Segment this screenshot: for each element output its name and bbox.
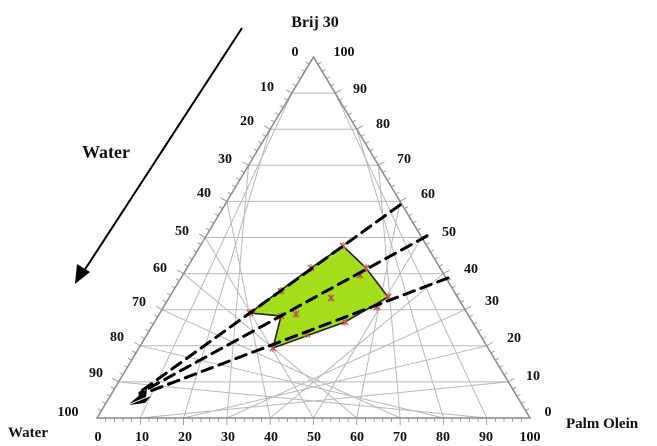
left-axis-tick-labels: 0 10 20 30 40 50 60 70 80 90 100 — [58, 45, 299, 420]
right-tick-label: 0 — [545, 405, 552, 420]
bottom-tick-label: 100 — [520, 430, 541, 445]
bottom-tick-label: 50 — [307, 430, 321, 445]
grid-line — [118, 381, 487, 419]
right-tick-label: 90 — [353, 82, 367, 97]
arrow-down-left-icon — [75, 264, 90, 284]
right-tick-label: 10 — [526, 369, 540, 384]
edge-tick — [177, 269, 184, 274]
triangle-grid — [118, 92, 509, 419]
left-tick-label: 100 — [58, 405, 79, 420]
arrow-water-label: Water — [82, 142, 130, 162]
edge-tick — [464, 305, 472, 311]
bottom-axis-tick-labels: 0 10 20 30 40 50 60 70 80 90 100 — [95, 430, 541, 445]
edge-tick — [486, 341, 493, 347]
composition-marker — [341, 318, 349, 326]
bottom-tick-label: 80 — [436, 430, 450, 445]
dilution-line-2 — [138, 234, 429, 395]
edge-tick — [378, 161, 385, 166]
arrowhead-icon — [129, 389, 147, 404]
right-tick-label: 40 — [464, 262, 478, 277]
right-tick-label: 70 — [397, 152, 411, 167]
left-tick-label: 30 — [218, 152, 232, 167]
grid-line — [161, 309, 401, 419]
grid-line — [140, 345, 444, 419]
edge-tick — [242, 161, 249, 166]
edge-tick — [443, 269, 450, 274]
edge-tick — [356, 125, 364, 130]
right-tick-label: 100 — [334, 45, 355, 60]
water-direction-arrow — [75, 27, 243, 284]
grid-line — [356, 129, 444, 419]
right-axis-tick-labels: 100 90 80 70 60 50 40 30 20 10 0 — [334, 45, 552, 420]
left-tick-label: 50 — [175, 224, 189, 239]
right-tick-label: 20 — [507, 331, 521, 346]
composition-marker — [327, 294, 335, 302]
left-tick-label: 60 — [153, 261, 167, 276]
vertex-label-top: Brij 30 — [291, 14, 339, 31]
grid-line — [313, 237, 423, 419]
edge-tick — [263, 125, 271, 130]
left-tick-label: 90 — [89, 366, 103, 381]
bottom-tick-label: 0 — [95, 430, 102, 445]
left-tick-label: 80 — [110, 330, 124, 345]
right-tick-label: 60 — [421, 187, 435, 202]
vertex-label-right: Palm Olein — [566, 416, 639, 432]
edge-tick — [112, 378, 119, 383]
left-tick-label: 0 — [292, 45, 299, 60]
water-arrow-shaft — [81, 27, 243, 275]
vertex-label-left: Water — [8, 425, 48, 441]
left-tick-label: 70 — [132, 295, 146, 310]
dilution-arrowheads — [129, 389, 151, 405]
edge-tick — [508, 378, 515, 383]
edge-tick — [334, 89, 342, 94]
edge-tick — [285, 89, 293, 94]
left-tick-label: 10 — [260, 80, 274, 95]
left-tick-label: 20 — [240, 114, 254, 129]
microemulsion-region — [247, 244, 390, 350]
bottom-tick-label: 60 — [350, 430, 364, 445]
grid-line — [377, 165, 401, 419]
edge-tick — [399, 197, 407, 202]
bottom-tick-label: 10 — [135, 430, 149, 445]
right-tick-label: 30 — [485, 294, 499, 309]
right-tick-label: 50 — [442, 225, 456, 240]
grid-line — [356, 201, 401, 419]
edge-tick — [134, 341, 141, 347]
grid-line — [334, 92, 488, 419]
bottom-tick-label: 20 — [178, 430, 192, 445]
bottom-tick-label: 70 — [393, 430, 407, 445]
edge-tick — [198, 233, 206, 238]
edge-tick — [220, 197, 228, 202]
bottom-tick-label: 40 — [264, 430, 278, 445]
right-tick-label: 80 — [376, 117, 390, 132]
dilution-lines — [138, 203, 450, 397]
arrowhead-icon — [129, 396, 151, 405]
dilution-line-1 — [138, 203, 402, 394]
bottom-tick-label: 30 — [221, 430, 235, 445]
edge-tick — [155, 305, 163, 311]
left-tick-label: 40 — [197, 186, 211, 201]
bottom-tick-label: 90 — [479, 430, 493, 445]
dilution-line-3 — [138, 276, 450, 397]
composition-marker — [292, 310, 300, 318]
